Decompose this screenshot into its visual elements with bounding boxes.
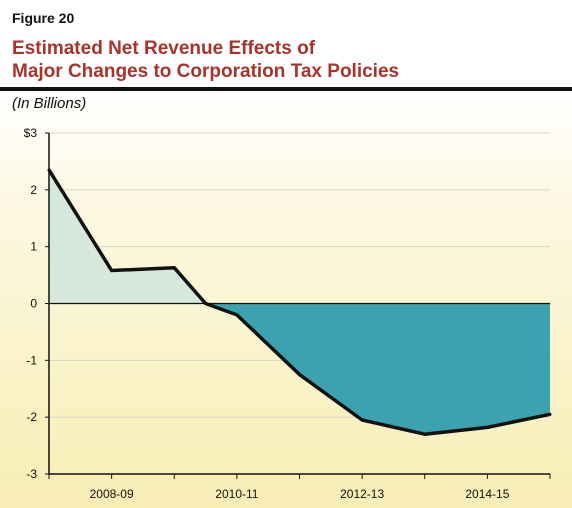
positive-area xyxy=(49,169,206,304)
data-point-7 xyxy=(485,425,489,429)
chart-title: Estimated Net Revenue Effects of Major C… xyxy=(12,37,552,83)
y-tick-label: -2 xyxy=(26,410,37,424)
chart-title-line-2: Major Changes to Corporation Tax Policie… xyxy=(12,61,400,82)
data-point-1 xyxy=(110,269,114,273)
y-tick-label: -1 xyxy=(26,353,37,367)
tick-labels: $3 2 1 0 -1 -2 -3 2008-09 2010-11 2012-13 2014-15 xyxy=(24,126,510,501)
data-point-5 xyxy=(360,418,364,422)
x-tick-label: 2012-13 xyxy=(340,487,384,501)
x-tick-label: 2008-09 xyxy=(90,487,134,501)
data-point-6 xyxy=(423,432,427,436)
data-point-8 xyxy=(548,412,552,416)
chart-subtitle: (In Billions) xyxy=(12,95,87,112)
negative-area xyxy=(205,303,550,435)
data-line-layer xyxy=(47,168,552,436)
y-tick-label: -3 xyxy=(26,467,37,481)
data-line xyxy=(47,169,551,436)
data-point-0 xyxy=(47,168,51,172)
data-point-2 xyxy=(172,266,176,270)
figure-label: Figure 20 xyxy=(12,10,75,26)
data-point-4 xyxy=(298,373,301,377)
x-tick-label: 2014-15 xyxy=(465,487,509,501)
chart-title-line-1: Estimated Net Revenue Effects of xyxy=(12,38,316,59)
y-tick-label: $3 xyxy=(24,126,38,140)
y-tick-label: 0 xyxy=(30,297,37,311)
y-tick-label: 1 xyxy=(30,240,37,254)
axes xyxy=(45,132,551,479)
y-tick-label: 2 xyxy=(30,183,37,197)
data-point-3 xyxy=(235,313,239,317)
area-fills xyxy=(49,169,550,435)
title-divider xyxy=(0,87,572,91)
x-tick-label: 2010-11 xyxy=(215,487,258,501)
